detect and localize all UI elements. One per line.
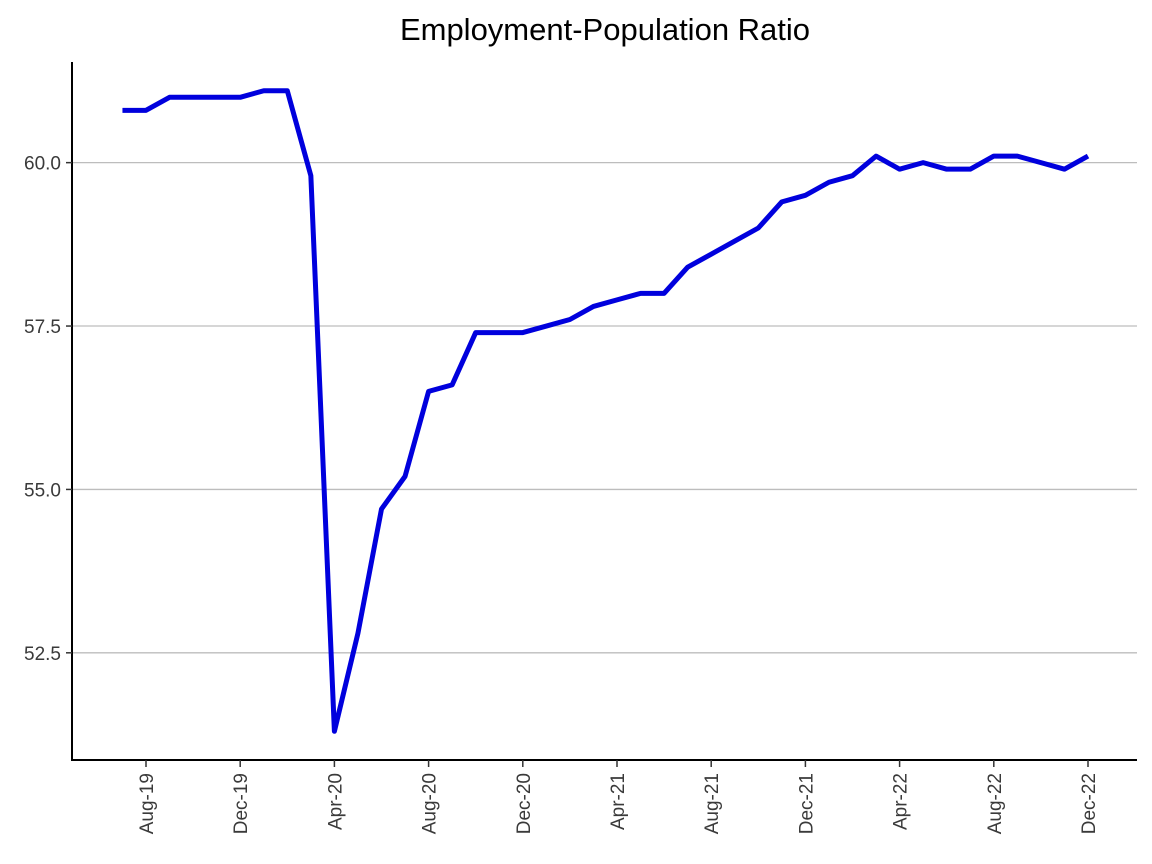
series-line-0 <box>122 88 1090 734</box>
x-tick-label: Dec-22 <box>1079 773 1100 834</box>
y-tick-label: 55.0 <box>24 480 61 501</box>
x-tick-label: Aug-21 <box>702 773 723 834</box>
x-tick-label: Dec-21 <box>796 773 817 834</box>
gridlines <box>72 161 1137 654</box>
y-tick-label: 57.5 <box>24 317 61 338</box>
y-axis-ticks: 52.5 55.0 57.5 60.0 <box>24 154 72 665</box>
chart-title: Employment-Population Ratio <box>400 12 810 47</box>
x-tick-label: Apr-20 <box>325 773 346 830</box>
x-tick-label: Aug-19 <box>137 773 158 834</box>
axes <box>71 62 1137 761</box>
x-tick-label: Dec-19 <box>231 773 252 834</box>
x-tick-label: Dec-20 <box>514 773 535 834</box>
x-tick-label: Apr-21 <box>608 773 629 830</box>
x-tick-label: Apr-22 <box>891 773 912 830</box>
x-tick-label: Aug-22 <box>985 773 1006 834</box>
x-axis-ticks: Aug-19 Dec-19 Apr-20 Aug-20 Dec-20 Apr-21 Aug-… <box>137 760 1100 834</box>
x-tick-label: Aug-20 <box>420 773 441 834</box>
data-series <box>122 88 1090 734</box>
y-tick-label: 60.0 <box>24 154 61 175</box>
y-tick-label: 52.5 <box>24 644 61 665</box>
